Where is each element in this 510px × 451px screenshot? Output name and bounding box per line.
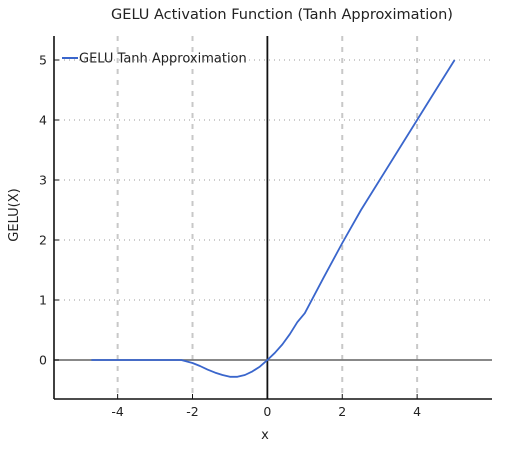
- x-tick-label: 0: [263, 404, 271, 419]
- x-axis-label: x: [261, 428, 269, 443]
- y-tick-label: 0: [39, 353, 47, 368]
- x-tick-label: -4: [111, 404, 124, 419]
- y-tick-label: 5: [39, 53, 47, 68]
- tick-labels: -4 -2 0 2 4 0 1 2 3 4 5: [39, 53, 421, 420]
- x-tick-label: 2: [338, 404, 346, 419]
- zero-lines: [54, 36, 492, 399]
- legend: GELU Tanh Approximation: [62, 52, 247, 67]
- y-axis-label: GELU(X): [7, 188, 22, 241]
- series-group: [91, 59, 456, 378]
- grid: [54, 36, 492, 399]
- y-tick-label: 2: [39, 233, 47, 248]
- y-tick-label: 1: [39, 293, 47, 308]
- axes: [53, 36, 492, 400]
- y-tick-label: 3: [39, 173, 47, 188]
- chart-title: GELU Activation Function (Tanh Approxima…: [111, 7, 453, 23]
- x-tick-label: 4: [413, 404, 421, 419]
- y-tick-label: 4: [39, 113, 47, 128]
- series-line: [91, 59, 456, 378]
- legend-entry: GELU Tanh Approximation: [79, 52, 247, 67]
- x-tick-label: -2: [186, 404, 198, 419]
